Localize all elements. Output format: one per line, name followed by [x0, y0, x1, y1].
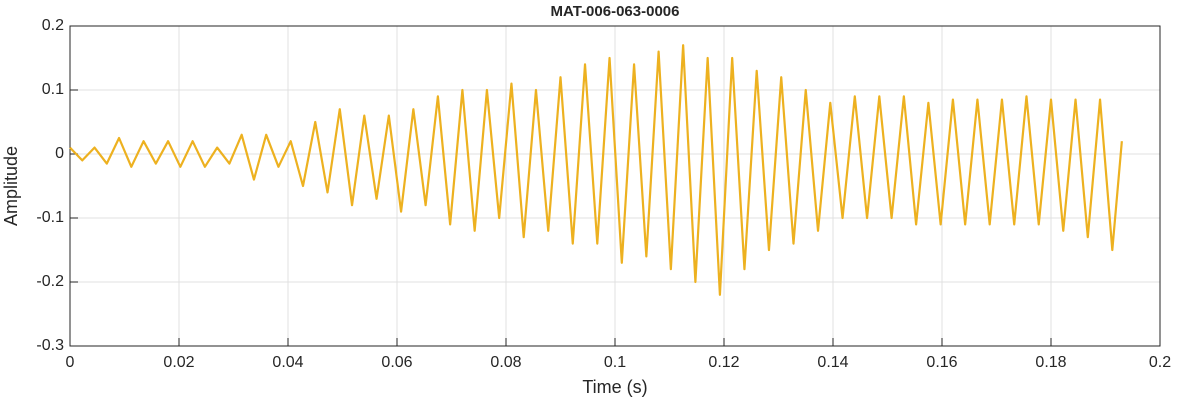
x-tick-label: 0.1 [604, 354, 626, 371]
y-tick-label: -0.2 [36, 273, 64, 290]
x-tick-label: 0.16 [926, 354, 957, 371]
x-tick-label: 0.08 [490, 354, 521, 371]
x-tick-label: 0.02 [163, 354, 194, 371]
y-tick-label: -0.3 [36, 337, 64, 354]
x-tick-label: 0.18 [1035, 354, 1066, 371]
y-tick-label: 0.1 [42, 81, 64, 98]
line-series [69, 44, 1123, 296]
x-axis-label: Time (s) [582, 377, 647, 397]
x-tick-label: 0 [66, 354, 75, 371]
y-axis-label: Amplitude [1, 146, 21, 226]
y-tick-label: 0 [55, 145, 64, 162]
x-tick-label: 0.06 [381, 354, 412, 371]
x-tick-label: 0.14 [817, 354, 848, 371]
y-tick-label: 0.2 [42, 17, 64, 34]
x-tick-label: 0.04 [272, 354, 303, 371]
axes-box [69, 25, 1161, 347]
x-tick-label: 0.2 [1149, 354, 1171, 371]
y-tick-label: -0.1 [36, 209, 64, 226]
x-tick-label: 0.12 [708, 354, 739, 371]
chart-title: MAT-006-063-0006 [551, 3, 680, 20]
